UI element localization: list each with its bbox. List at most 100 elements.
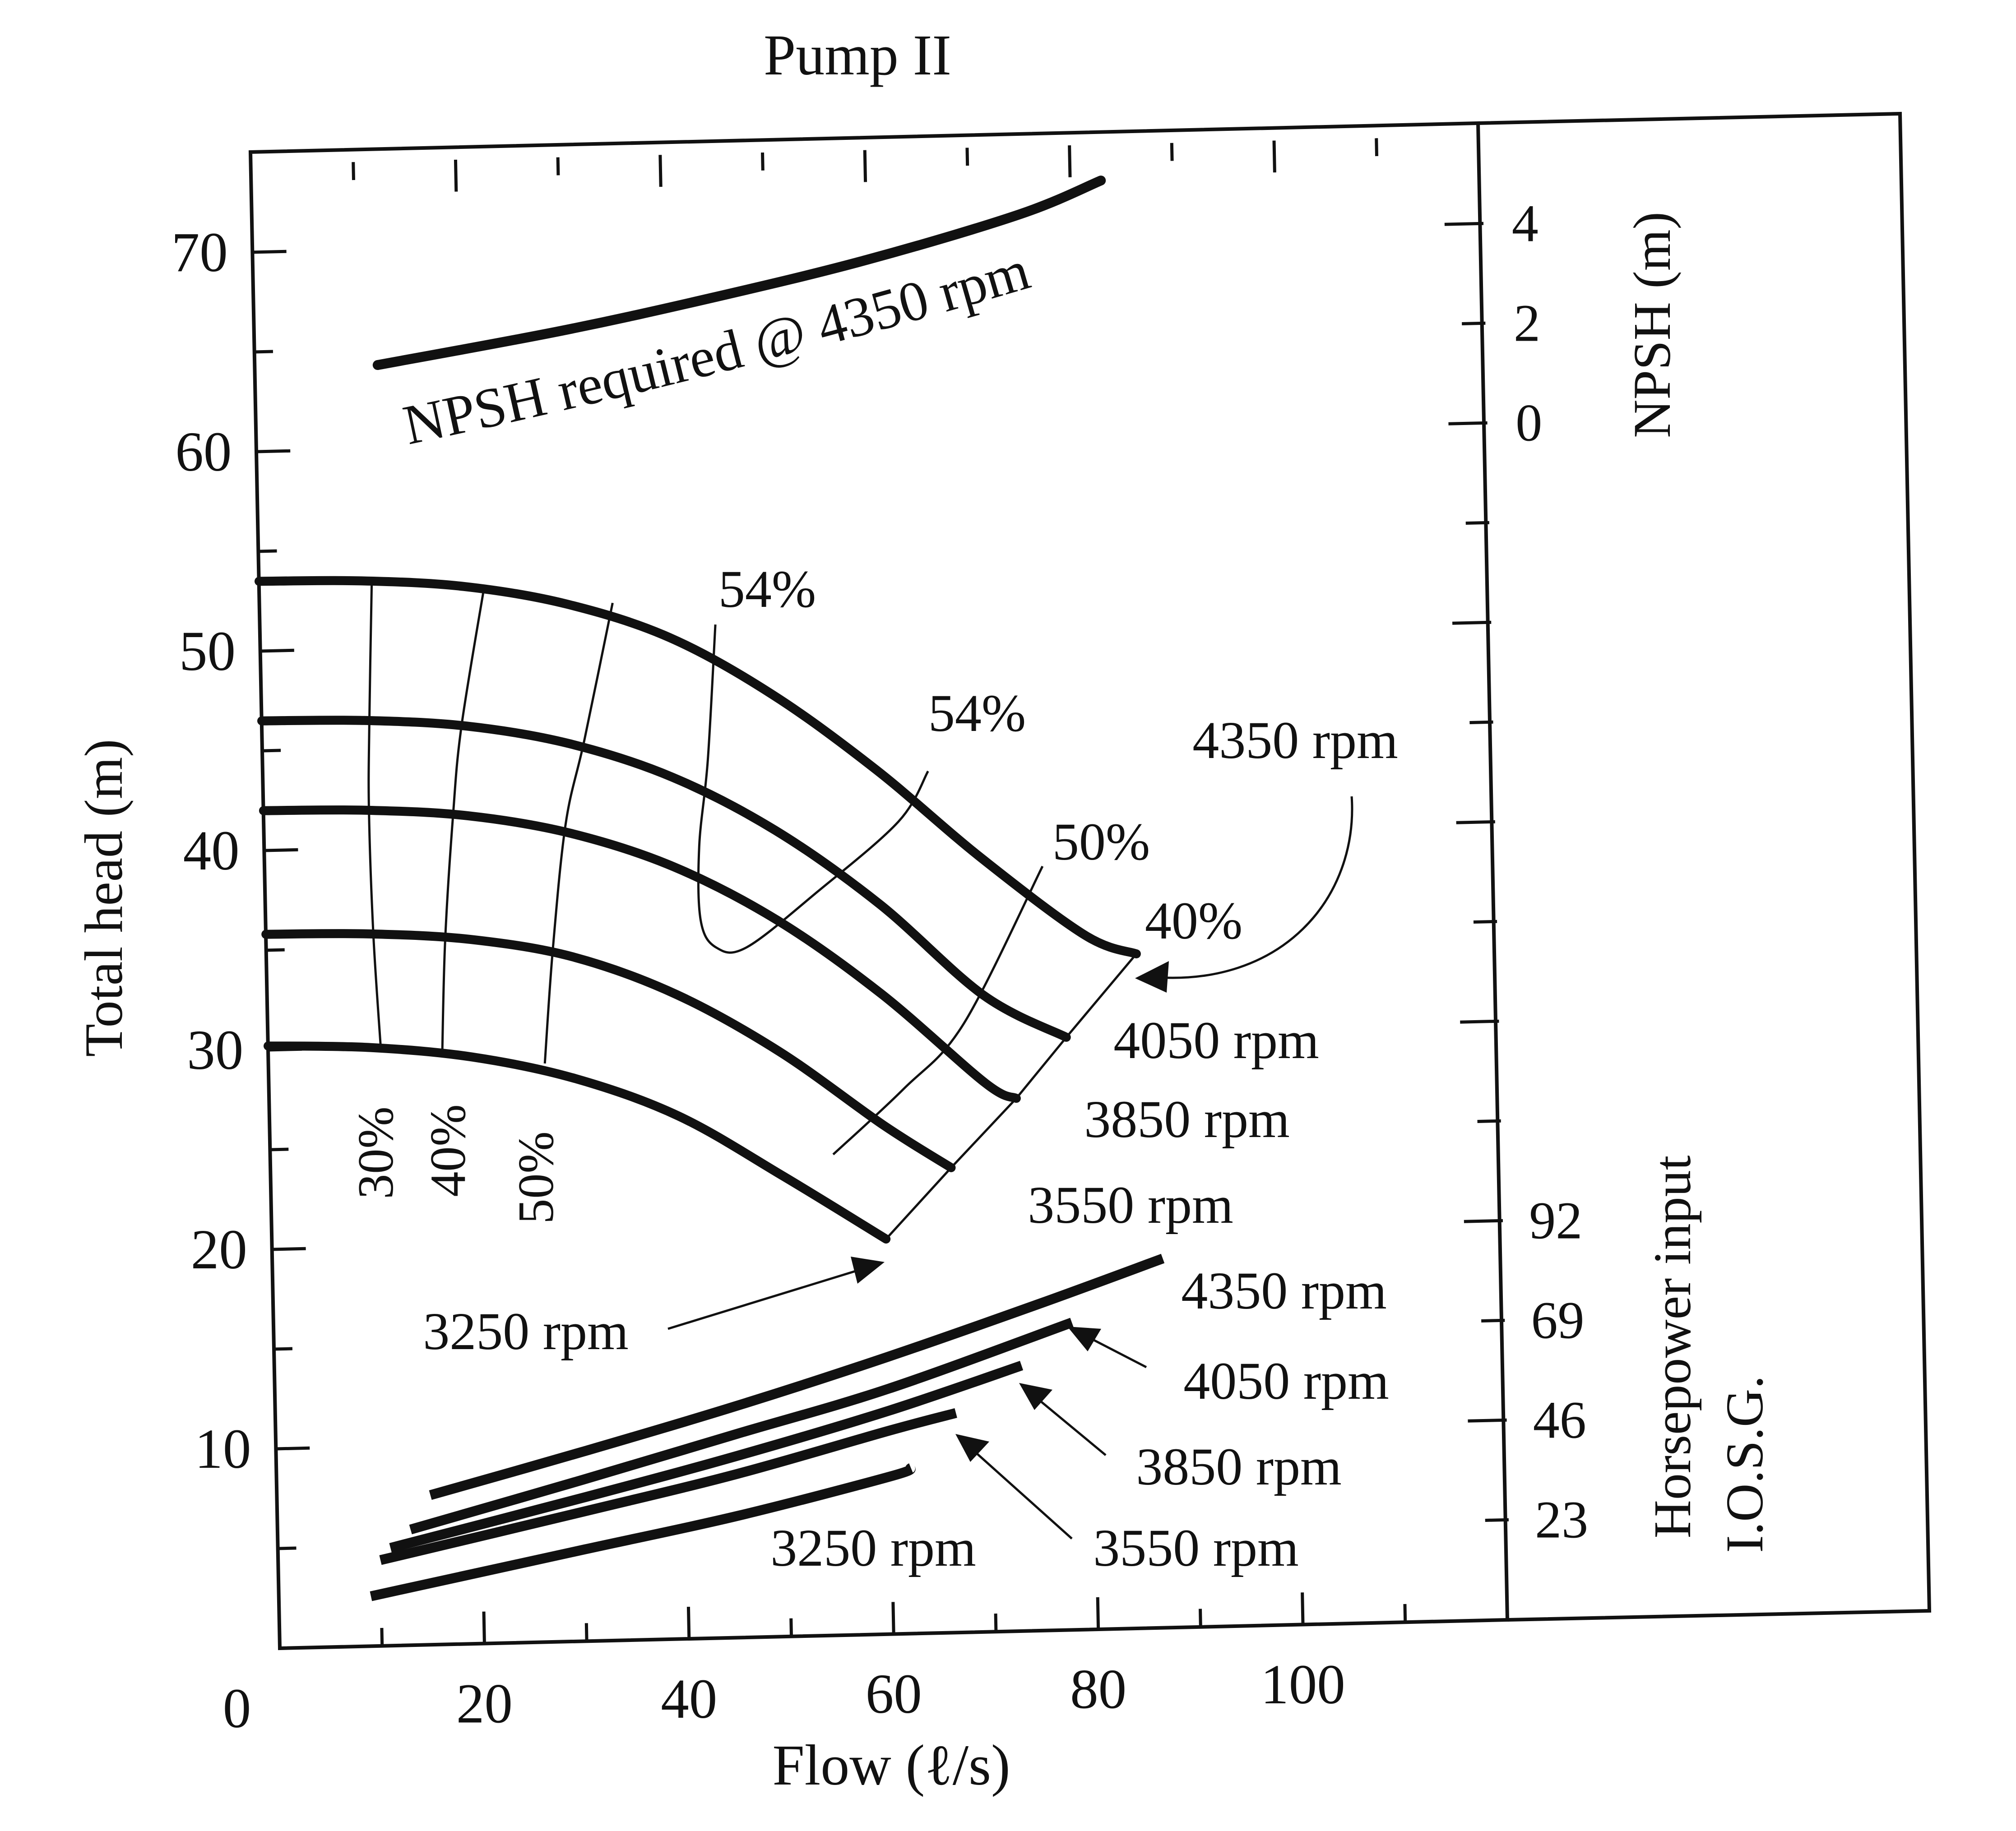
power-label-3250: 3250 rpm <box>770 1518 976 1577</box>
y-tick-label: 10 <box>195 1418 251 1480</box>
leader-arrowhead-3250-head <box>851 1257 885 1284</box>
y-tick-label: 20 <box>191 1219 247 1281</box>
y-tick <box>260 648 294 653</box>
leader-arrowhead-3550-power <box>955 1434 989 1462</box>
right-panel-frame <box>1478 111 1932 1622</box>
npsh-tick-label: 4 <box>1512 194 1539 253</box>
leader-arrowhead-4050-power <box>1067 1327 1101 1351</box>
y-right-tick <box>1462 321 1486 325</box>
y-tick <box>264 848 298 852</box>
horsepower-tick-label: 69 <box>1531 1291 1585 1350</box>
power-label-4350: 4350 rpm <box>1181 1261 1387 1320</box>
efficiency-contour <box>543 602 614 1064</box>
power-axis-label-line2: I.O.S.G. <box>1715 1375 1774 1553</box>
head-label-4050: 4050 rpm <box>1113 1011 1319 1070</box>
horsepower-axis: 23 46 69 92 <box>1529 1191 1588 1549</box>
head-curves <box>255 576 1141 1244</box>
horsepower-curve <box>370 1463 916 1601</box>
power-label-4050: 4050 rpm <box>1183 1351 1389 1410</box>
x-axis-bottom: 0 20 40 60 80 100 <box>223 1592 1407 1740</box>
x-axis-top-ticks <box>352 138 1378 192</box>
horsepower-curve <box>379 1408 957 1565</box>
npsh-required-curve <box>372 176 1106 370</box>
y-tick-label: 40 <box>183 820 240 882</box>
x-tick-label: 20 <box>456 1673 513 1735</box>
y-right-tick <box>1452 620 1492 625</box>
eff-label-50-right: 50% <box>1052 812 1150 871</box>
y-axis-left: 10 20 30 40 50 60 70 <box>171 222 310 1550</box>
y-axis-label: Total head (m) <box>74 739 134 1057</box>
leader-arrowhead-4350-head <box>1135 961 1169 993</box>
y-right-tick <box>1456 820 1495 824</box>
eff-label-50-bottom: 50% <box>508 1131 564 1224</box>
y-tick <box>262 749 281 753</box>
power-label-3850: 3850 rpm <box>1136 1437 1342 1496</box>
y-right-tick <box>1465 521 1489 525</box>
x-tick-label: 100 <box>1261 1654 1345 1716</box>
power-axis-label-line1: Horsepower input <box>1643 1155 1702 1538</box>
y-tick <box>256 449 291 453</box>
efficiency-contour <box>367 584 382 1048</box>
leader-arrow-4350-head <box>1150 796 1353 979</box>
horsepower-curves <box>370 1253 1165 1601</box>
head-curve <box>257 716 1071 1042</box>
x-tick <box>891 1602 895 1634</box>
npsh-required-curve-group <box>372 176 1106 370</box>
y-tick <box>270 1147 289 1151</box>
eff-label-40-bottom: 40% <box>420 1104 476 1197</box>
x-tick-label: 0 <box>223 1678 251 1740</box>
eff-label-54-lower: 54% <box>928 684 1026 743</box>
y-right-tick <box>1448 421 1488 425</box>
leader-arrow-3550-power <box>963 1441 1073 1540</box>
eff-label-54-upper: 54% <box>718 559 816 619</box>
head-label-3850: 3850 rpm <box>1084 1090 1290 1149</box>
efficiency-contour <box>697 624 929 954</box>
x-tick-label: 60 <box>866 1663 922 1725</box>
x-top-tick <box>965 148 969 166</box>
x-tick <box>1301 1592 1305 1625</box>
npsh-axis: 0 2 4 <box>1512 194 1543 453</box>
x-axis-label: Flow (ℓ/s) <box>772 1733 1010 1797</box>
npsh-axis-label: NPSH (m) <box>1622 212 1682 438</box>
head-label-4350: 4350 rpm <box>1192 711 1398 770</box>
head-curve <box>261 929 956 1172</box>
y-tick-label: 50 <box>179 620 236 683</box>
x-tick <box>584 1623 589 1641</box>
y-axis-right-ticks <box>1444 222 1509 1522</box>
y-tick <box>255 350 273 354</box>
horsepower-tick-label: 92 <box>1529 1191 1582 1250</box>
x-tick <box>789 1618 793 1637</box>
y-tick-label: 60 <box>175 421 232 483</box>
x-tick-label: 80 <box>1070 1659 1126 1721</box>
eff-label-40-right: 40% <box>1145 891 1242 950</box>
y-tick <box>278 1546 297 1550</box>
y-tick <box>252 250 287 254</box>
horsepower-curve <box>409 1318 1074 1535</box>
horsepower-curve <box>389 1360 1024 1553</box>
head-curve <box>255 576 1141 958</box>
y-right-tick <box>1468 1418 1507 1423</box>
eff-label-30-bottom: 30% <box>348 1106 404 1199</box>
npsh-tick-label: 0 <box>1515 393 1542 453</box>
y-tick <box>272 1247 306 1251</box>
x-tick <box>686 1607 691 1639</box>
y-right-tick <box>1460 1019 1499 1024</box>
head-label-3250: 3250 rpm <box>423 1302 629 1361</box>
head-curve <box>264 1041 891 1244</box>
y-right-tick <box>1481 1318 1505 1322</box>
chart-title: Pump II <box>764 23 951 87</box>
y-tick-label: 30 <box>187 1019 243 1082</box>
power-label-3550: 3550 rpm <box>1093 1518 1299 1577</box>
x-top-tick <box>352 162 355 180</box>
y-right-tick <box>1444 222 1484 226</box>
y-tick <box>276 1446 310 1451</box>
leader-arrow-3250-head <box>667 1264 874 1330</box>
horsepower-curve <box>429 1253 1165 1500</box>
x-top-tick <box>454 159 458 192</box>
horsepower-tick-label: 46 <box>1533 1391 1586 1450</box>
npsh-tick-label: 2 <box>1514 294 1540 353</box>
x-top-tick <box>658 155 663 187</box>
head-curve <box>259 805 1021 1103</box>
y-right-tick <box>1473 920 1497 924</box>
